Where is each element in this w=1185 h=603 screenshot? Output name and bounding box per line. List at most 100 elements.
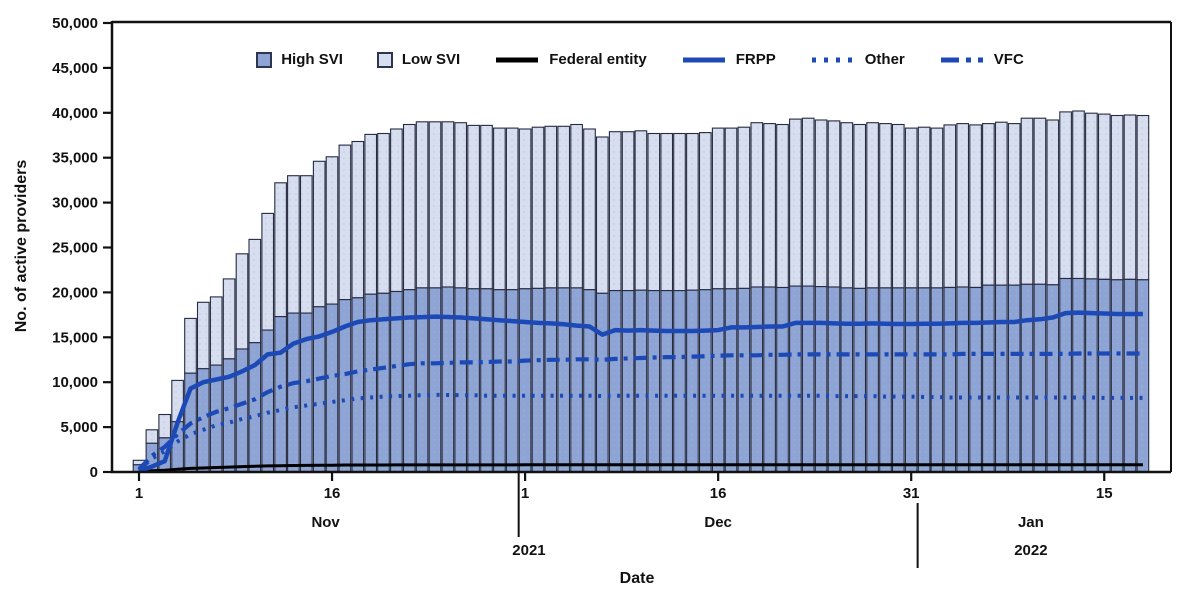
bar-low-svi bbox=[660, 132, 674, 292]
bar-low-svi bbox=[248, 238, 262, 344]
bar-low-svi bbox=[750, 122, 764, 288]
bar-low-svi bbox=[377, 132, 390, 294]
x-tick-label: 1 bbox=[521, 485, 529, 502]
bar-low-svi bbox=[454, 122, 468, 289]
bar-low-svi bbox=[1059, 111, 1072, 280]
bar-high-svi bbox=[1097, 278, 1111, 473]
bar-high-svi bbox=[982, 284, 995, 473]
federal-entity-line-icon bbox=[496, 57, 539, 62]
bar-high-svi bbox=[698, 289, 712, 473]
high-svi-swatch-icon bbox=[256, 51, 273, 68]
bar-low-svi bbox=[621, 131, 635, 292]
bar-low-svi bbox=[415, 121, 429, 289]
bar-low-svi bbox=[634, 130, 648, 291]
bar-high-svi bbox=[737, 287, 751, 473]
bar-high-svi bbox=[1072, 277, 1085, 473]
bar-high-svi bbox=[1007, 284, 1021, 473]
bar-low-svi bbox=[235, 253, 249, 350]
bar-high-svi bbox=[480, 288, 493, 473]
bar-low-svi bbox=[724, 127, 738, 290]
bar-high-svi bbox=[1136, 279, 1150, 473]
bar-high-svi bbox=[801, 285, 815, 473]
line-federal-entity bbox=[138, 463, 1143, 474]
legend-item-frpp: FRPP bbox=[681, 51, 776, 68]
bar-low-svi bbox=[390, 128, 403, 293]
legend-item-low-svi: Low SVI bbox=[376, 51, 460, 68]
bar-low-svi bbox=[686, 132, 699, 291]
bar-low-svi bbox=[402, 123, 416, 291]
bar-low-svi bbox=[1033, 117, 1047, 285]
bar-high-svi bbox=[660, 290, 674, 473]
bar-high-svi bbox=[969, 286, 982, 473]
bar-low-svi bbox=[943, 124, 957, 288]
x-tick-label: 31 bbox=[903, 485, 920, 502]
month-label-jan: Jan bbox=[1018, 514, 1044, 531]
bar-low-svi bbox=[840, 122, 854, 289]
bar-high-svi bbox=[917, 287, 931, 473]
bar-high-svi bbox=[1059, 277, 1072, 473]
y-tick-label: 25,000 bbox=[52, 240, 98, 257]
bar-low-svi bbox=[184, 317, 197, 374]
month-label-dec: Dec bbox=[704, 514, 732, 531]
bar-high-svi bbox=[930, 287, 944, 473]
bar-high-svi bbox=[711, 288, 725, 473]
y-axis-title: No. of active providers bbox=[13, 159, 30, 333]
bar-low-svi bbox=[776, 123, 789, 289]
bar-high-svi bbox=[673, 290, 686, 473]
bar-low-svi bbox=[853, 123, 867, 289]
bar-high-svi bbox=[493, 289, 506, 473]
line-other bbox=[137, 392, 1143, 472]
bar-high-svi bbox=[1046, 284, 1060, 473]
bar-high-svi bbox=[634, 289, 648, 473]
bar-low-svi bbox=[544, 125, 558, 289]
bar-high-svi bbox=[789, 285, 802, 473]
bar-high-svi bbox=[1033, 283, 1047, 473]
bar-low-svi bbox=[312, 160, 326, 308]
bar-low-svi bbox=[930, 127, 944, 289]
bar-low-svi bbox=[467, 124, 480, 290]
legend-label: VFC bbox=[993, 51, 1024, 68]
bar-low-svi bbox=[698, 132, 712, 291]
bar-low-svi bbox=[1072, 110, 1085, 280]
y-tick-label: 5,000 bbox=[60, 419, 98, 436]
bar-low-svi bbox=[801, 117, 815, 287]
bar-high-svi bbox=[750, 286, 764, 473]
bar-high-svi bbox=[312, 306, 326, 473]
bar-high-svi bbox=[557, 287, 571, 473]
x-tick-label: 1 bbox=[135, 485, 143, 502]
bar-low-svi bbox=[441, 121, 455, 288]
bar-high-svi bbox=[904, 287, 918, 473]
bar-low-svi bbox=[480, 124, 493, 290]
bar-high-svi bbox=[518, 288, 532, 473]
month-label-nov: Nov bbox=[311, 514, 340, 531]
bar-low-svi bbox=[969, 124, 982, 288]
x-axis-title: Date bbox=[619, 570, 655, 587]
legend-item-federal-entity: Federal entity bbox=[494, 51, 647, 68]
bar-high-svi bbox=[583, 289, 596, 473]
bar-low-svi bbox=[274, 182, 287, 318]
bar-high-svi bbox=[287, 312, 300, 473]
bar-low-svi bbox=[994, 121, 1008, 286]
legend-item-other: Other bbox=[810, 51, 905, 68]
legend-label: Federal entity bbox=[549, 51, 647, 68]
x-tick-label: 15 bbox=[1096, 485, 1113, 502]
y-tick-label: 40,000 bbox=[52, 105, 98, 122]
y-tick-label: 15,000 bbox=[52, 329, 98, 346]
legend-item-vfc: VFC bbox=[939, 51, 1024, 68]
bar-high-svi bbox=[544, 287, 558, 473]
bar-low-svi bbox=[956, 123, 970, 288]
bar-high-svi bbox=[1020, 283, 1034, 473]
bar-low-svi bbox=[222, 278, 236, 360]
legend-label: Other bbox=[864, 51, 905, 68]
bar-high-svi bbox=[570, 287, 583, 473]
y-tick-label: 10,000 bbox=[52, 374, 98, 391]
bar-low-svi bbox=[647, 132, 661, 292]
bar-low-svi bbox=[364, 133, 378, 295]
bar-low-svi bbox=[891, 123, 905, 289]
bar-low-svi bbox=[261, 212, 275, 331]
y-tick-label: 35,000 bbox=[52, 150, 98, 167]
bar-low-svi bbox=[299, 175, 313, 314]
bar-low-svi bbox=[1097, 113, 1111, 280]
bar-low-svi bbox=[917, 126, 931, 289]
bar-high-svi bbox=[1085, 278, 1098, 473]
